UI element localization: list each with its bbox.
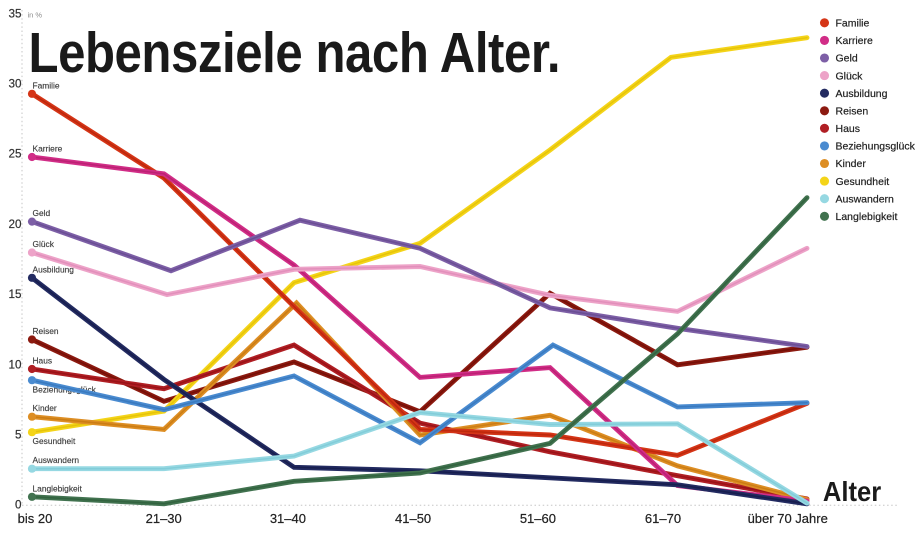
svg-text:25: 25 — [8, 148, 22, 161]
svg-text:Auswandern: Auswandern — [33, 455, 80, 465]
svg-text:Haus: Haus — [33, 356, 53, 366]
svg-text:21–30: 21–30 — [146, 511, 182, 526]
svg-text:Familie: Familie — [836, 18, 870, 30]
svg-text:Geld: Geld — [33, 208, 51, 218]
svg-text:Auswandern: Auswandern — [836, 193, 895, 205]
svg-text:35: 35 — [8, 7, 22, 20]
svg-text:über 70 Jahre: über 70 Jahre — [748, 511, 828, 526]
svg-text:Kinder: Kinder — [33, 403, 57, 413]
svg-text:41–50: 41–50 — [395, 511, 431, 526]
svg-text:in %: in % — [28, 11, 43, 20]
svg-text:0: 0 — [15, 499, 22, 512]
svg-text:31–40: 31–40 — [270, 511, 306, 526]
svg-text:Lebensziele nach Alter.: Lebensziele nach Alter. — [29, 22, 561, 85]
svg-text:5: 5 — [15, 429, 22, 442]
svg-text:Kinder: Kinder — [836, 158, 867, 170]
svg-text:30: 30 — [8, 78, 22, 91]
svg-text:Langlebigkeit: Langlebigkeit — [33, 483, 83, 493]
svg-text:Reisen: Reisen — [836, 106, 869, 118]
svg-text:Ausbildung: Ausbildung — [836, 88, 888, 100]
svg-text:Reisen: Reisen — [33, 326, 59, 336]
svg-text:Gesundheit: Gesundheit — [836, 176, 890, 188]
svg-text:Karriere: Karriere — [33, 144, 63, 154]
svg-text:Geld: Geld — [836, 53, 858, 65]
svg-text:Gesundheit: Gesundheit — [33, 436, 77, 446]
svg-text:Ausbildung: Ausbildung — [33, 264, 75, 274]
svg-text:15: 15 — [8, 288, 22, 301]
svg-text:Haus: Haus — [836, 123, 861, 135]
svg-text:51–60: 51–60 — [520, 511, 556, 526]
svg-text:Beziehungsglück: Beziehungsglück — [836, 141, 915, 153]
svg-text:Langlebigkeit: Langlebigkeit — [836, 211, 898, 223]
svg-text:10: 10 — [8, 358, 22, 371]
svg-text:bis 20: bis 20 — [18, 511, 53, 526]
svg-text:Familie: Familie — [33, 80, 60, 90]
svg-text:61–70: 61–70 — [645, 511, 681, 526]
svg-text:Glück: Glück — [836, 70, 864, 82]
svg-text:Alter: Alter — [823, 476, 881, 507]
svg-text:Glück: Glück — [33, 239, 55, 249]
svg-text:20: 20 — [8, 218, 22, 231]
svg-text:Karriere: Karriere — [836, 35, 874, 47]
